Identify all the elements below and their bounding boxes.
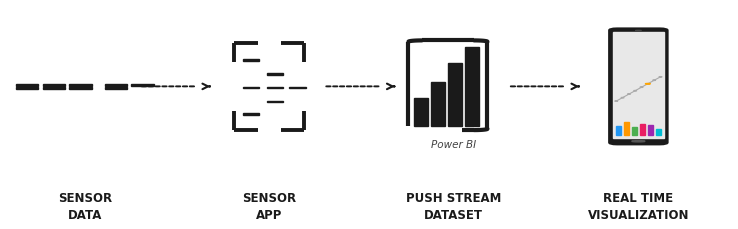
Bar xyxy=(105,85,127,87)
Bar xyxy=(69,87,92,90)
Text: SENSOR
DATA: SENSOR DATA xyxy=(58,191,112,221)
Bar xyxy=(105,87,127,90)
Bar xyxy=(449,64,462,126)
Bar xyxy=(648,125,653,135)
Bar xyxy=(289,87,306,89)
Ellipse shape xyxy=(645,84,650,85)
Bar xyxy=(69,85,92,87)
Ellipse shape xyxy=(646,84,649,85)
Bar xyxy=(267,87,283,89)
Text: PUSH STREAM
DATASET: PUSH STREAM DATASET xyxy=(406,191,502,221)
Bar xyxy=(656,129,661,135)
Text: Power BI: Power BI xyxy=(431,140,477,150)
Bar xyxy=(16,87,38,90)
Bar xyxy=(16,85,38,87)
Bar xyxy=(243,114,259,115)
Bar xyxy=(243,87,259,89)
Bar xyxy=(632,128,637,135)
Bar xyxy=(613,33,664,139)
Bar xyxy=(624,122,629,135)
Text: REAL TIME
VISUALIZATION: REAL TIME VISUALIZATION xyxy=(587,191,689,221)
Ellipse shape xyxy=(659,77,662,78)
Bar xyxy=(243,60,259,61)
Bar xyxy=(640,124,645,135)
Bar xyxy=(43,85,65,87)
Bar xyxy=(415,98,428,126)
Bar xyxy=(131,85,154,87)
Bar xyxy=(43,87,65,90)
Bar xyxy=(615,126,621,135)
Bar xyxy=(267,101,283,103)
Text: SENSOR
APP: SENSOR APP xyxy=(242,191,297,221)
Bar xyxy=(466,48,479,126)
Bar xyxy=(267,74,283,75)
Ellipse shape xyxy=(635,31,641,32)
Bar xyxy=(431,82,444,126)
Ellipse shape xyxy=(615,101,618,102)
FancyBboxPatch shape xyxy=(608,28,669,146)
